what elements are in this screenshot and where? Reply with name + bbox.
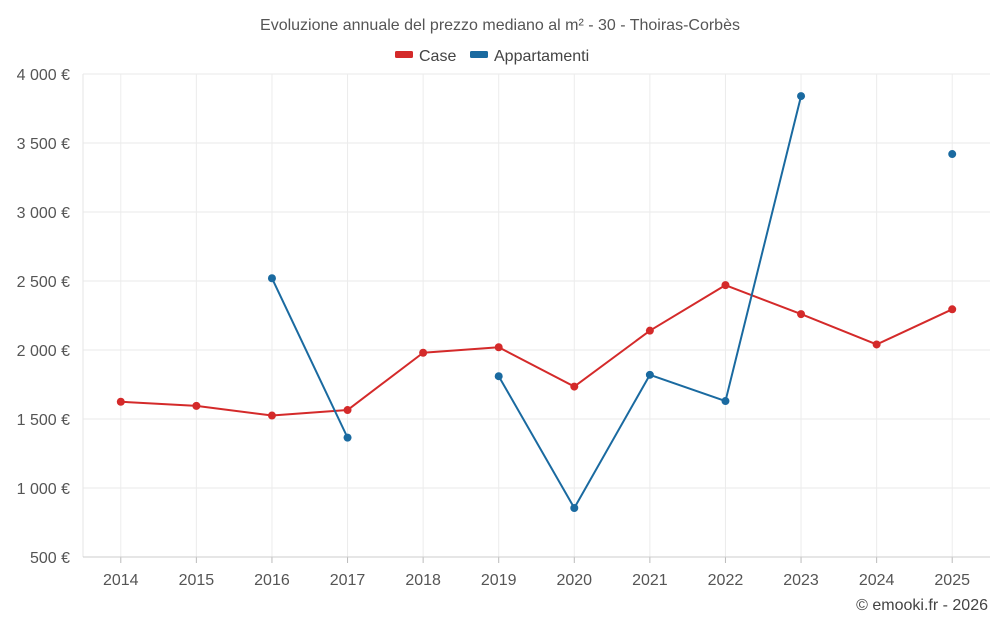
data-point-case[interactable] (343, 406, 352, 415)
data-point-appartamenti[interactable] (797, 92, 806, 101)
data-point-case[interactable] (948, 305, 957, 314)
x-tick-label: 2015 (179, 572, 215, 589)
x-tick-label: 2022 (708, 572, 744, 589)
legend-label-appartamenti: Appartamenti (494, 48, 589, 65)
y-tick-label: 2 000 € (17, 343, 70, 360)
y-tick-label: 3 000 € (17, 205, 70, 222)
y-tick-label: 1 000 € (17, 481, 70, 498)
x-tick-label: 2023 (783, 572, 819, 589)
data-point-case[interactable] (645, 326, 654, 335)
series-case (116, 281, 957, 420)
series-line-appartamenti (271, 277, 349, 439)
legend-label-case: Case (419, 48, 456, 65)
data-point-appartamenti[interactable] (721, 397, 730, 406)
series-appartamenti (267, 92, 957, 513)
y-tick-label: 500 € (30, 550, 70, 567)
data-point-case[interactable] (419, 348, 428, 357)
data-point-appartamenti[interactable] (343, 433, 352, 442)
y-axis: 500 € 1 000 € 1 500 € 2 000 € 2 500 € 3 000 €… (17, 67, 70, 567)
data-point-case[interactable] (192, 401, 201, 410)
legend-item-case[interactable]: Case (395, 48, 456, 65)
chart-title: Evoluzione annuale del prezzo mediano al… (260, 17, 740, 34)
series (116, 92, 957, 513)
x-tick-label: 2018 (405, 572, 441, 589)
x-tick-label: 2017 (330, 572, 366, 589)
x-tick-label: 2020 (556, 572, 592, 589)
y-tick-label: 3 500 € (17, 136, 70, 153)
data-point-case[interactable] (797, 310, 806, 319)
grid (82, 73, 990, 557)
data-point-case[interactable] (267, 411, 276, 420)
data-point-appartamenti[interactable] (267, 274, 276, 283)
y-tick-label: 1 500 € (17, 412, 70, 429)
data-point-appartamenti[interactable] (645, 370, 654, 379)
credit-text: © emooki.fr - 2026 (856, 597, 988, 614)
x-tick-label: 2024 (859, 572, 895, 589)
x-tick-label: 2025 (934, 572, 970, 589)
data-point-appartamenti[interactable] (570, 504, 579, 513)
data-point-appartamenti[interactable] (494, 372, 503, 381)
legend-swatch-appartamenti (470, 51, 488, 58)
y-tick-label: 2 500 € (17, 274, 70, 291)
legend-swatch-case (395, 51, 413, 58)
legend-item-appartamenti[interactable]: Appartamenti (470, 48, 589, 65)
data-point-case[interactable] (116, 397, 125, 406)
x-tick-label: 2014 (103, 572, 139, 589)
legend: Case Appartamenti (395, 48, 589, 65)
data-point-case[interactable] (494, 343, 503, 352)
x-tick-label: 2021 (632, 572, 668, 589)
x-axis: 2014 2015 2016 2017 2018 2019 2020 2021 2022 2023… (83, 556, 990, 589)
y-tick-label: 4 000 € (17, 67, 70, 84)
series-line-case (120, 284, 953, 417)
data-point-case[interactable] (570, 382, 579, 391)
data-point-case[interactable] (721, 281, 730, 290)
data-point-case[interactable] (872, 340, 881, 349)
x-tick-label: 2016 (254, 572, 290, 589)
data-point-appartamenti[interactable] (948, 150, 957, 159)
x-tick-label: 2019 (481, 572, 517, 589)
